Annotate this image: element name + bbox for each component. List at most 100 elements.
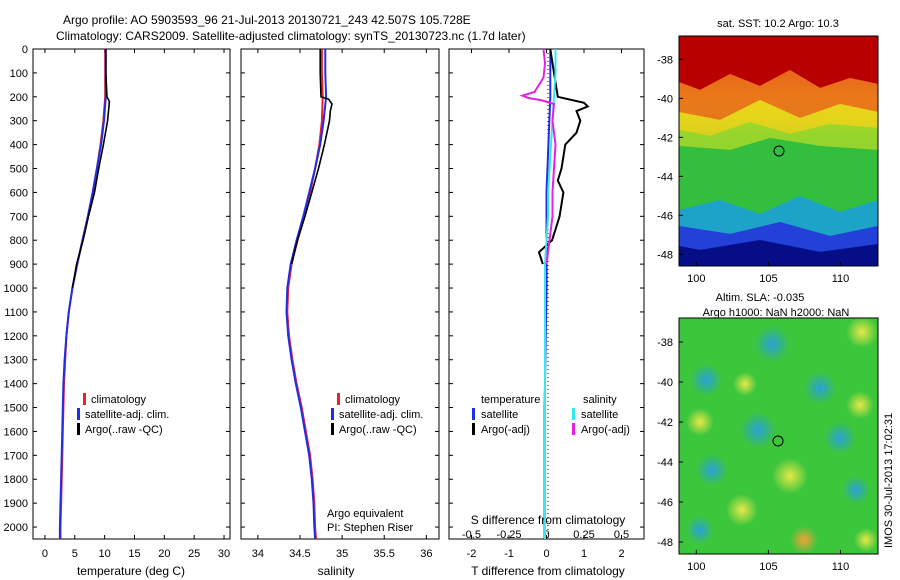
lat-tick-label: -48 (657, 249, 673, 261)
depth-tick-label: 1700 (4, 450, 28, 462)
x-tick-label: 1 (581, 548, 587, 560)
series-line-satellite-adj-clim- (285, 49, 328, 539)
lat-tick-label: -42 (657, 132, 673, 144)
depth-tick-label: 1300 (4, 355, 28, 367)
legend-swatch-temperature-satellite (472, 408, 475, 420)
x-tick-label: -2 (467, 548, 477, 560)
sla-map-title-line2: Argo h1000: NaN h2000: NaN (703, 307, 850, 319)
temperature-x-axis: 0 5 10 15 20 25 30 (42, 49, 230, 560)
lat-tick-label: -42 (657, 417, 673, 429)
difference-series (519, 49, 590, 539)
depth-tick-label: 400 (10, 140, 28, 152)
legend-label-climatology: climatology (345, 394, 401, 406)
legend-swatch-climatology (83, 393, 86, 405)
legend-swatch-argo (77, 423, 80, 435)
figure-title-line1: Argo profile: AO 5903593_96 21-Jul-2013 … (63, 13, 471, 27)
series-line-temperature-argo-adj- (537, 49, 590, 265)
series-line-salinity-satellite (544, 49, 557, 539)
depth-tick-label: 1200 (4, 331, 28, 343)
legend-swatch-climatology (337, 393, 340, 405)
x-tick-label: 20 (158, 548, 170, 560)
legend-swatch-temperature-argo (472, 423, 475, 435)
salinity-legend: climatology satellite-adj. clim. Argo(..… (331, 393, 423, 436)
depth-tick-label: 1400 (4, 379, 28, 391)
depth-tick-label: 100 (10, 68, 28, 80)
legend-swatch-argo (331, 423, 334, 435)
temperature-panel (32, 48, 231, 540)
legend-label-temperature-argo: Argo(-adj) (481, 424, 530, 436)
x-tick-label: 34 (252, 548, 264, 560)
salinity-difference-ticks: -0.5 -0.25 0 0.25 0.5 (462, 529, 629, 541)
temperature-series (58, 49, 111, 539)
lon-tick-label: 100 (687, 273, 705, 285)
salinity-series (285, 49, 333, 539)
depth-tick-label: 1900 (4, 498, 28, 510)
sst-map-title: sat. SST: 10.2 Argo: 10.3 (717, 18, 839, 30)
imos-timestamp: IMOS 30-Jul-2013 17:02:31 (883, 413, 895, 548)
sla-map-frame (678, 317, 879, 555)
lat-tick-label: -46 (657, 497, 673, 509)
sst-map-image (679, 36, 878, 266)
x-tick-label: -1 (504, 548, 514, 560)
sst-map-frame (678, 35, 879, 267)
depth-tick-label: 300 (10, 116, 28, 128)
x-tick-label: 25 (188, 548, 200, 560)
lat-tick-label: -44 (657, 171, 673, 183)
temperature-x-label: temperature (deg C) (77, 564, 185, 578)
lon-tick-label: 110 (832, 561, 850, 573)
x-tick-label: 0 (42, 548, 48, 560)
salinity-difference-label: S difference from climatology (471, 513, 626, 527)
salinity-difference-tick-label: -0.5 (462, 529, 481, 541)
sla-map-title-line1: Altim. SLA: -0.035 (716, 292, 805, 304)
x-tick-label: 10 (99, 548, 111, 560)
depth-tick-label: 1000 (4, 283, 28, 295)
difference-legend: temperature salinity satellite Argo(-adj… (472, 394, 630, 436)
legend-title-salinity: salinity (583, 394, 617, 406)
salinity-difference-tick-label: 0.5 (614, 529, 629, 541)
sla-map-axes: -38 -40 -42 -44 -46 -48 100 105 110 (657, 337, 849, 573)
x-tick-label: 35 (336, 548, 348, 560)
depth-tick-label: 700 (10, 211, 28, 223)
lat-tick-label: -48 (657, 537, 673, 549)
salinity-difference-tick-label: 0.25 (573, 529, 594, 541)
sst-float-marker (773, 145, 785, 157)
depth-tick-label: 500 (10, 164, 28, 176)
argo-equivalent-label: Argo equivalent (327, 508, 403, 520)
lat-tick-label: -40 (657, 377, 673, 389)
series-line-argo-raw-qc- (71, 49, 111, 289)
pi-name-label: PI: Stephen Riser (327, 522, 414, 534)
legend-label-argo: Argo(..raw -QC) (85, 424, 163, 436)
x-tick-label: 36 (420, 548, 432, 560)
legend-title-temperature: temperature (481, 394, 540, 406)
legend-label-climatology: climatology (91, 394, 147, 406)
temperature-legend: climatology satellite-adj. clim. Argo(..… (77, 393, 169, 436)
depth-tick-label: 1800 (4, 474, 28, 486)
depth-tick-label: 0 (22, 44, 28, 56)
lat-tick-label: -40 (657, 93, 673, 105)
difference-x-axis: -2 -1 0 1 2 (467, 49, 625, 560)
depth-tick-label: 600 (10, 187, 28, 199)
legend-label-salinity-satellite: satellite (581, 409, 618, 421)
salinity-x-axis: 34 34.5 35 35.5 36 (252, 49, 432, 560)
lon-tick-label: 105 (759, 561, 777, 573)
salinity-x-label: salinity (318, 564, 355, 578)
x-tick-label: 5 (72, 548, 78, 560)
legend-label-temperature-satellite: satellite (481, 409, 518, 421)
series-line-argo-raw-qc- (290, 49, 333, 265)
sst-map-axes: -38 -40 -42 -44 -46 -48 100 105 110 (657, 54, 849, 285)
legend-swatch-salinity-argo (572, 423, 575, 435)
depth-tick-label: 1600 (4, 426, 28, 438)
depth-tick-label: 2000 (4, 522, 28, 534)
legend-label-argo: Argo(..raw -QC) (339, 424, 417, 436)
depth-tick-label: 900 (10, 259, 28, 271)
x-tick-label: 15 (128, 548, 140, 560)
lon-tick-label: 110 (832, 273, 850, 285)
lat-tick-label: -38 (657, 54, 673, 66)
salinity-difference-tick-label: 0 (543, 529, 549, 541)
legend-swatch-salinity-satellite (572, 408, 575, 420)
difference-x-label: T difference from climatology (471, 564, 625, 578)
x-tick-label: 30 (218, 548, 230, 560)
salinity-panel (240, 48, 440, 540)
series-line-satellite-adj-clim- (58, 49, 107, 539)
